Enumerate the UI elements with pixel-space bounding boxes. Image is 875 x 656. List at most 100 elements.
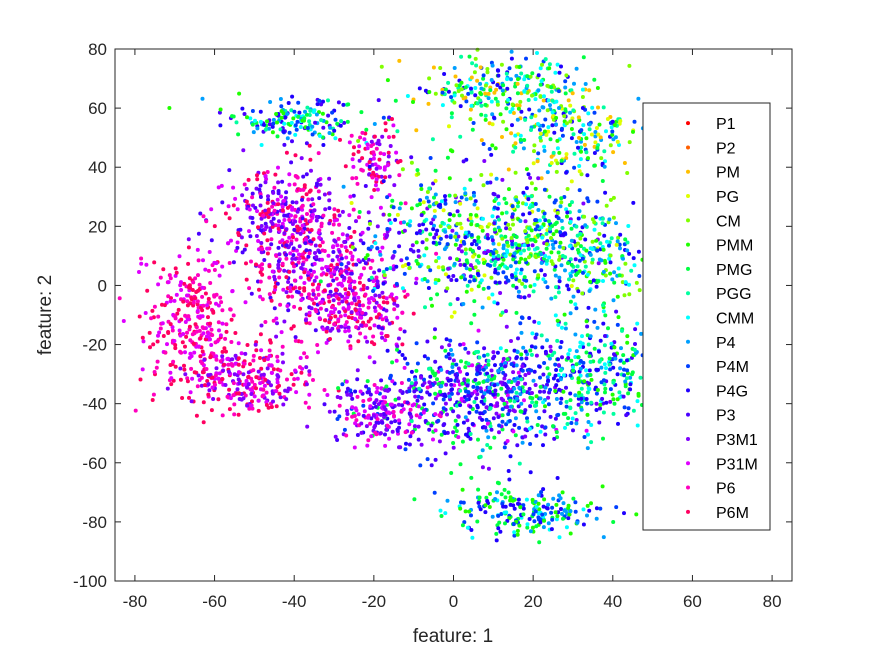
scatter-point [598, 135, 603, 140]
scatter-point [491, 251, 496, 256]
scatter-point [598, 241, 603, 246]
scatter-point [455, 209, 460, 214]
scatter-point [310, 132, 315, 137]
scatter-point [414, 128, 419, 133]
scatter-point [617, 273, 622, 278]
scatter-point [251, 130, 256, 135]
scatter-point [432, 490, 437, 495]
scatter-point [539, 490, 544, 495]
scatter-point [293, 123, 298, 128]
scatter-point [580, 256, 585, 261]
scatter-point [314, 112, 319, 117]
scatter-point [398, 445, 403, 450]
scatter-point [293, 214, 298, 219]
scatter-point [627, 140, 632, 145]
scatter-point [443, 401, 448, 406]
scatter-point [302, 288, 307, 293]
scatter-point [414, 231, 419, 236]
scatter-point [290, 256, 295, 261]
scatter-point [258, 332, 263, 337]
scatter-point [435, 228, 440, 233]
scatter-point [432, 195, 436, 200]
scatter-point [538, 66, 543, 71]
scatter-point [305, 105, 310, 110]
scatter-point [486, 285, 491, 290]
scatter-point [558, 368, 563, 373]
scatter-point [527, 426, 532, 431]
scatter-point [537, 364, 542, 369]
scatter-point [291, 324, 296, 329]
scatter-point [244, 243, 249, 248]
scatter-point [351, 164, 356, 169]
scatter-point [456, 234, 461, 239]
scatter-point [432, 223, 436, 228]
scatter-point [455, 297, 460, 301]
scatter-point [443, 201, 448, 206]
scatter-point [262, 383, 267, 388]
scatter-point [453, 234, 458, 239]
scatter-point [207, 250, 212, 254]
scatter-point [183, 372, 188, 377]
scatter-point [482, 159, 487, 163]
scatter-point [381, 395, 386, 400]
scatter-point [468, 263, 473, 268]
scatter-point [570, 116, 575, 121]
scatter-point [546, 98, 551, 103]
scatter-point [243, 382, 248, 387]
scatter-point [274, 112, 279, 116]
scatter-point [475, 206, 480, 211]
scatter-point [541, 98, 546, 103]
scatter-point [545, 338, 549, 343]
scatter-point [253, 118, 257, 123]
scatter-point [504, 201, 509, 206]
scatter-point [170, 325, 175, 330]
scatter-point [508, 495, 513, 500]
scatter-point [372, 401, 377, 406]
scatter-point [371, 413, 376, 418]
scatter-point [463, 251, 468, 256]
scatter-point [419, 213, 424, 218]
scatter-point [450, 352, 455, 357]
scatter-point [230, 289, 235, 293]
scatter-point [534, 409, 539, 414]
scatter-point [317, 133, 322, 138]
scatter-point [562, 312, 567, 317]
scatter-point [574, 224, 579, 229]
scatter-point [378, 252, 383, 257]
scatter-point [506, 97, 511, 102]
scatter-point [346, 261, 351, 266]
scatter-point [277, 252, 282, 257]
scatter-point [548, 344, 553, 349]
scatter-point [201, 400, 206, 405]
scatter-point [555, 413, 560, 418]
scatter-point [479, 225, 484, 230]
scatter-point [232, 372, 237, 377]
scatter-point [319, 272, 324, 277]
scatter-point [216, 397, 221, 402]
scatter-point [596, 105, 600, 110]
scatter-point [200, 349, 205, 354]
scatter-point [182, 363, 186, 368]
scatter-point [254, 386, 258, 391]
scatter-point [625, 248, 630, 253]
scatter-point [574, 306, 579, 311]
scatter-point [568, 391, 573, 396]
scatter-point [496, 242, 501, 247]
scatter-point [515, 350, 520, 354]
scatter-point [558, 345, 563, 350]
scatter-point [290, 200, 295, 205]
scatter-point [336, 386, 341, 391]
scatter-point [391, 205, 396, 210]
scatter-point [552, 130, 557, 135]
scatter-point [169, 296, 173, 301]
scatter-point [528, 404, 533, 409]
scatter-point [532, 149, 536, 154]
scatter-point [335, 438, 340, 442]
legend-marker [686, 291, 690, 296]
scatter-point [196, 258, 201, 263]
scatter-point [226, 362, 231, 367]
scatter-point [586, 111, 591, 116]
scatter-point [369, 416, 374, 421]
scatter-point [547, 356, 552, 361]
scatter-point [458, 104, 463, 109]
